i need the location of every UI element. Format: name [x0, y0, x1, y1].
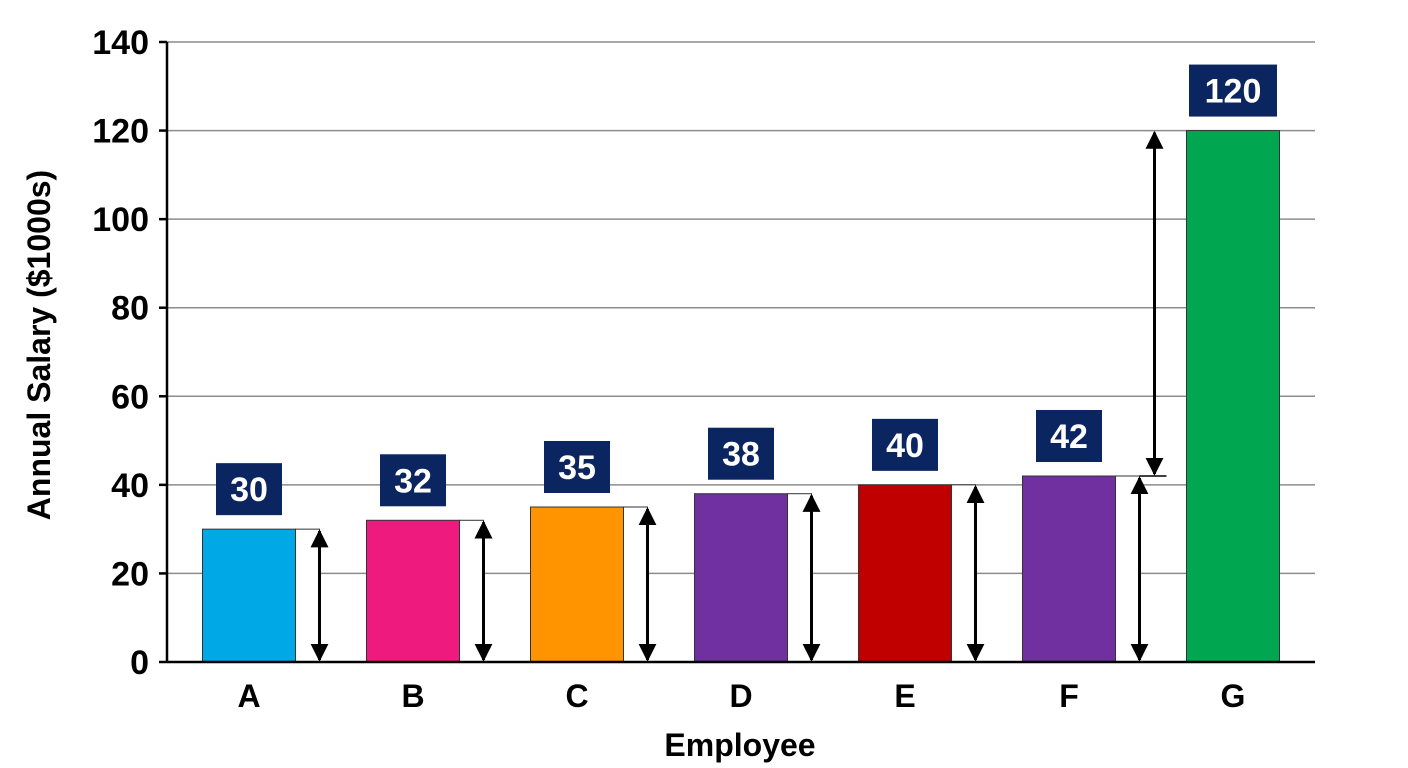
x-tick-label-C: C — [565, 678, 588, 714]
x-tick-label-G: G — [1221, 678, 1246, 714]
y-tick-label-80: 80 — [111, 290, 149, 328]
y-tick-label-20: 20 — [111, 555, 149, 593]
bar-shadow-B — [459, 519, 484, 663]
data-label-box-C — [544, 441, 610, 493]
bar-A — [202, 528, 296, 663]
bar-shadow-F — [1115, 475, 1140, 663]
bar-shadow-D — [787, 493, 812, 663]
bar-C — [530, 506, 624, 663]
y-tick-label-100: 100 — [92, 201, 149, 239]
x-tick-label-A: A — [237, 678, 260, 714]
data-label-box-G — [1189, 64, 1277, 117]
annotation-arrows — [310, 130, 1167, 662]
data-label-box-A — [216, 463, 282, 516]
y-tick-label-140: 140 — [92, 24, 149, 62]
bar-G — [1186, 130, 1280, 663]
x-tick-label-E: E — [894, 678, 915, 714]
x-axis-title: Employee — [664, 727, 815, 763]
x-tick-label-B: B — [401, 678, 424, 714]
y-tick-label-0: 0 — [130, 644, 149, 682]
x-category-labels: A B C D E F G — [237, 678, 1245, 714]
bar-F — [1022, 475, 1116, 663]
x-tick-label-D: D — [729, 678, 752, 714]
data-label-B: 32 — [394, 462, 432, 500]
data-label-C: 35 — [558, 449, 596, 487]
data-label-box-F — [1036, 410, 1102, 462]
data-label-E: 40 — [886, 427, 924, 465]
grid-lines — [167, 41, 1315, 575]
data-label-box-E — [872, 418, 938, 471]
data-label-A: 30 — [230, 471, 268, 509]
bar-D — [694, 493, 788, 663]
x-tick-label-F: F — [1059, 678, 1079, 714]
bar-E — [858, 484, 952, 663]
bar-B — [366, 519, 460, 663]
y-tick-label-40: 40 — [111, 467, 149, 505]
bar-shadow-C — [623, 506, 648, 663]
data-label-D: 38 — [722, 436, 760, 474]
bar-shadow-A — [295, 528, 320, 663]
axes — [159, 40, 1315, 664]
data-label-box-D — [708, 427, 774, 480]
data-label-F: 42 — [1050, 418, 1088, 456]
y-tick-label-60: 60 — [111, 378, 149, 416]
y-tick-label-120: 120 — [92, 113, 149, 151]
y-axis-title: Annual Salary ($1000s) — [21, 170, 57, 520]
data-label-box-B — [380, 454, 446, 507]
data-label-G: 120 — [1205, 73, 1262, 111]
y-tick-labels: 0 20 40 60 80 100 120 140 — [92, 24, 149, 682]
data-labels: 30 32 35 38 40 42 120 — [216, 64, 1277, 516]
bar-shadow-E — [951, 484, 976, 663]
